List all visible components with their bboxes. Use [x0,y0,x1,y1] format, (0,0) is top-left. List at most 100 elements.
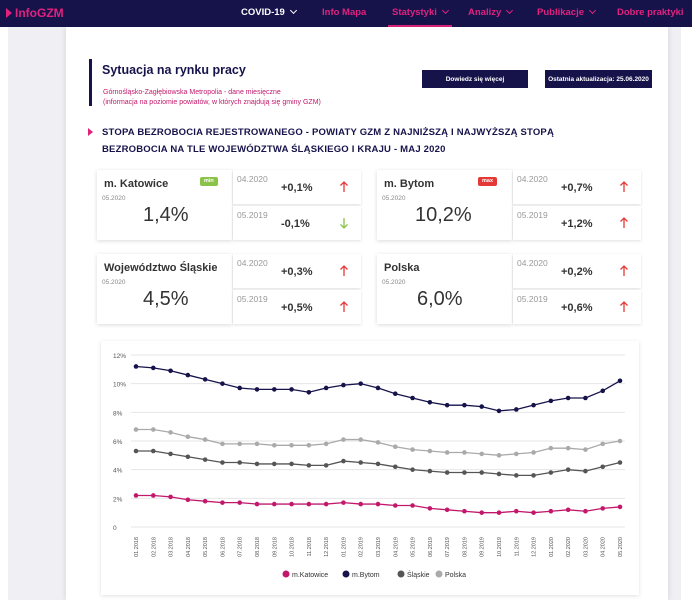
data-point [375,440,381,445]
top-navbar: InfoGZM COVID-19 Info Mapa Statystyki An… [0,0,692,27]
cell-value: +0,5% [281,302,313,314]
x-tick-label: 06.2018 [220,537,226,557]
data-point [444,450,450,455]
data-point [392,391,398,396]
x-tick-label: 05.2018 [203,537,209,557]
legend-label: m.Bytom [352,572,380,579]
data-point [375,501,381,507]
x-tick-label: 07.2019 [445,537,451,557]
last-update-badge: Ostatnia aktualizacja: 25.06.2020 [545,70,652,88]
data-point [358,381,364,386]
data-point [133,364,139,369]
x-tick-label: 10.2019 [497,537,503,557]
x-tick-label: 08.2019 [462,537,468,557]
data-point [168,368,173,374]
cell-value: +1,2% [561,218,593,230]
data-point [427,448,433,454]
data-point [617,438,623,444]
change-cell-month: 04.2020 +0,7% [513,170,641,204]
unemployment-line-chart: 0 2% 4% 6% 8% 10% 12% 01.2018 02.2018 03.2018 04.2… [113,353,625,579]
data-point [133,448,139,454]
y-tick-label: 6% [113,439,123,446]
logo-text: InfoGZM [15,6,64,20]
card-date: 05.2020 [382,279,406,286]
data-point [479,451,485,457]
data-point [548,398,554,404]
data-point [202,377,208,382]
subtitle-line-1: Górnośląsko-Zagłębiowska Metropolia - da… [103,89,281,96]
legend-label: m.Katowice [292,572,328,579]
nav-item-covid[interactable]: COVID-19 [241,0,297,27]
nav-item-dobre-praktyki-label: Dobre praktyki [617,7,684,18]
arrow-up-icon [620,217,628,228]
right-margin [681,27,692,600]
nav-item-dobre-praktyki[interactable]: Dobre praktyki [617,0,684,27]
card-name: Województwo Śląskie [104,262,218,274]
chevron-down-icon [289,6,297,15]
data-point [271,443,277,448]
data-point [565,445,571,451]
data-point [583,395,588,401]
x-tick-label: 03.2018 [169,537,175,557]
data-point [341,382,346,388]
change-cell-month: 04.2020 +0,2% [513,254,641,288]
data-point [271,461,277,467]
data-point [271,501,277,507]
data-point [220,441,225,447]
arrow-up-icon [620,301,628,312]
x-tick-label: 01.2020 [549,537,555,557]
logo-arrow-icon [6,8,12,18]
learn-more-button[interactable]: Dowiedz się więcej [422,70,528,88]
min-badge: min [200,177,218,186]
legend-marker [397,570,405,578]
nav-item-info-mapa[interactable]: Info Mapa [322,0,366,27]
data-point [583,508,588,514]
data-point [185,497,191,503]
data-point [289,461,294,467]
infogzm-logo[interactable]: InfoGZM [6,6,64,20]
chevron-down-icon [506,6,514,15]
data-point [202,498,208,504]
x-tick-label: 05.2020 [618,537,624,557]
data-point [531,473,536,478]
section-title-line-2: BEZROBOCIA NA TLE WOJEWÓDZTWA ŚLĄSKIEGO … [102,144,446,155]
data-point [358,437,364,442]
data-point [168,494,173,500]
arrow-up-icon [340,301,348,312]
data-point [237,500,243,505]
data-point [496,453,502,458]
max-badge: max [478,177,498,186]
data-point [427,400,433,405]
card-name: m. Bytom [384,178,435,190]
card-date: 05.2020 [102,195,126,202]
data-point [600,441,606,447]
cell-value: -0,1% [281,218,310,230]
data-point [462,450,467,455]
data-point [444,507,450,513]
data-point [479,470,485,475]
data-point [341,458,346,464]
data-point [617,378,623,384]
data-point [185,372,191,378]
cell-label: 05.2019 [237,210,268,220]
card-date: 05.2020 [102,279,126,286]
section-title: STOPA BEZROBOCIA REJESTROWANEGO - POWIAT… [88,124,554,158]
data-point [375,461,381,467]
data-point [202,437,208,442]
data-point [150,365,156,371]
y-tick-label: 10% [113,382,126,389]
y-tick-label: 12% [113,353,126,360]
data-point [513,473,519,478]
data-point [410,447,415,452]
nav-item-publikacje[interactable]: Publikacje [537,0,597,27]
nav-item-statystyki[interactable]: Statystyki [388,0,452,27]
data-point [150,427,156,432]
y-tick-label: 4% [113,468,123,475]
x-tick-label: 03.2020 [583,537,589,557]
data-point [548,470,554,475]
legend-label: Śląskie [407,570,430,579]
nav-item-analizy[interactable]: Analizy [468,0,514,27]
data-point [462,402,467,408]
data-point [237,385,243,391]
arrow-down-icon [340,218,348,229]
